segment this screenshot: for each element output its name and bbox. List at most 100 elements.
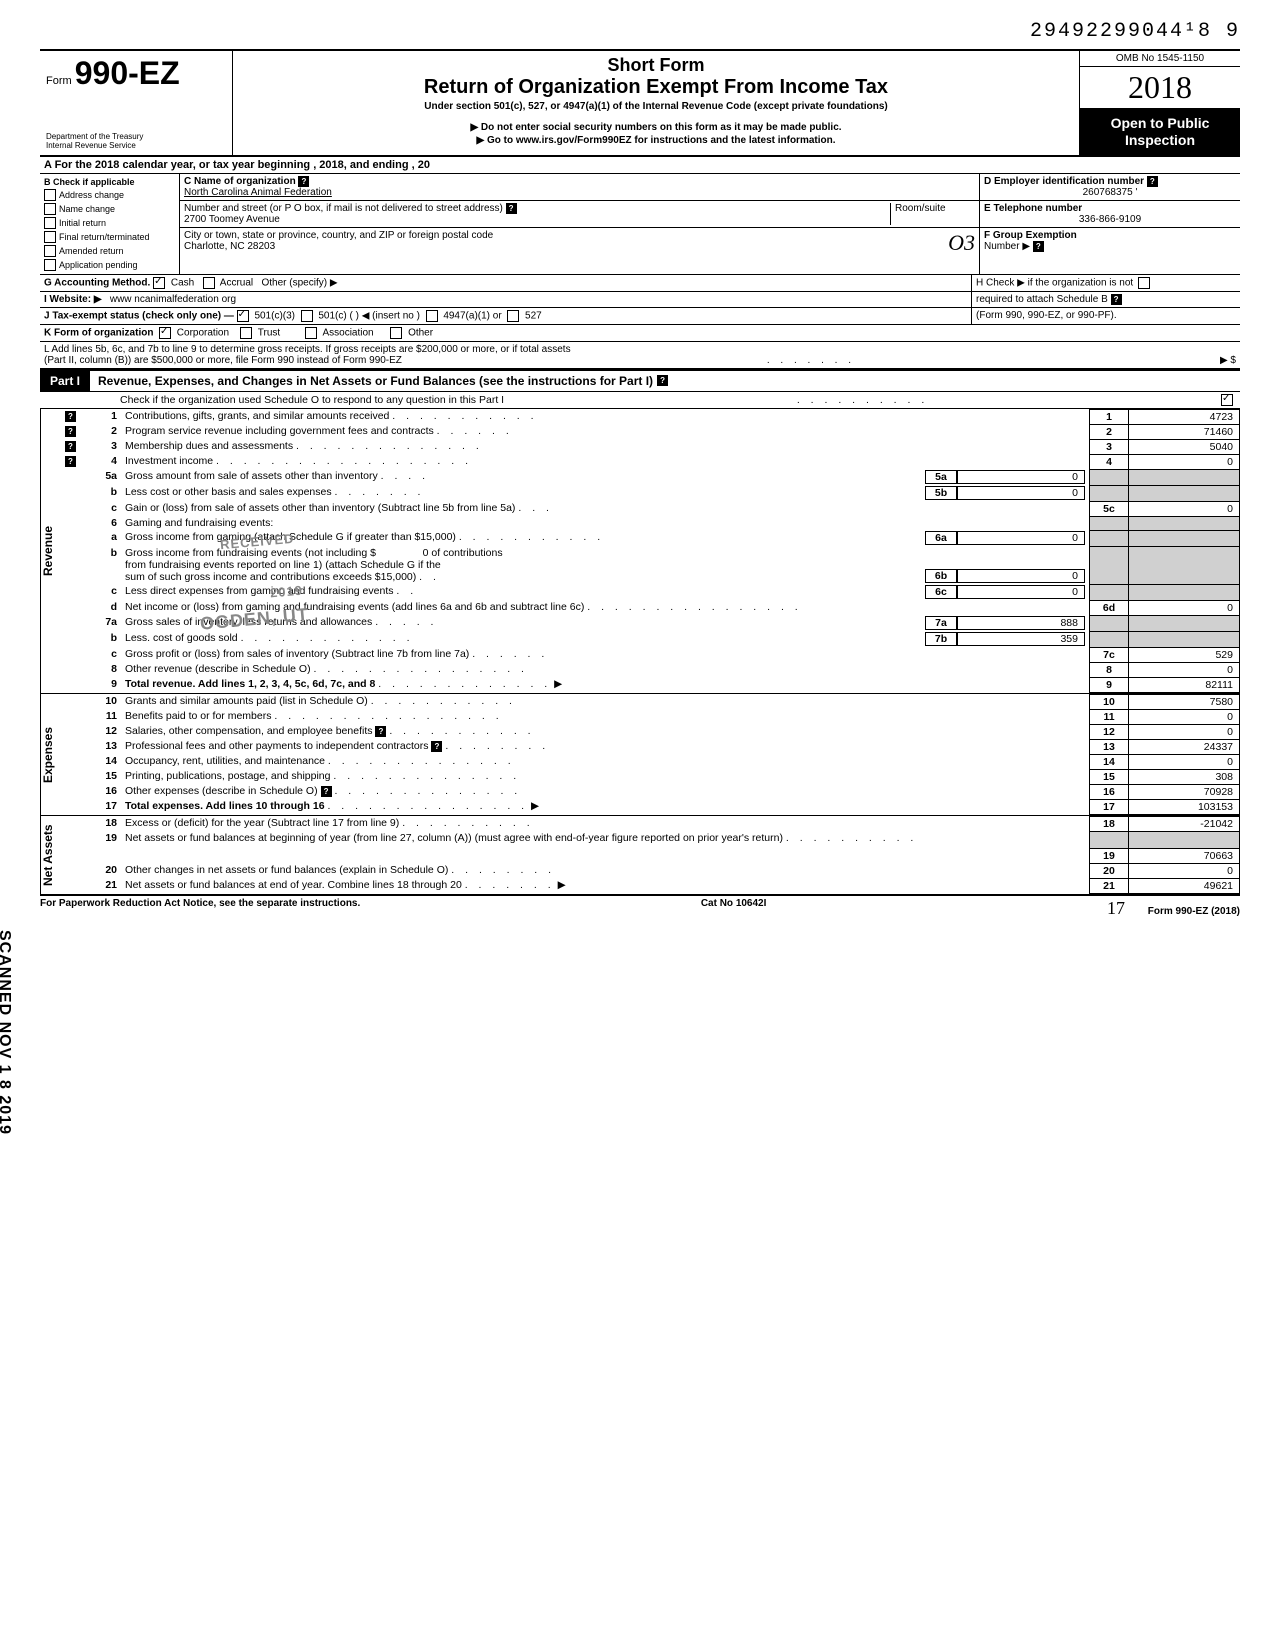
f-label2: Number ▶ bbox=[984, 241, 1030, 252]
line-6c-ibox: 6c bbox=[925, 585, 957, 599]
line-a: A For the 2018 calendar year, or tax yea… bbox=[40, 157, 1240, 174]
g-other: Other (specify) ▶ bbox=[262, 277, 338, 288]
line-7c-num: c bbox=[87, 647, 121, 662]
h-line: H Check ▶ if the organization is not bbox=[976, 277, 1133, 288]
line-2-box: 2 bbox=[1090, 424, 1129, 439]
line-2-text: Program service revenue including govern… bbox=[125, 425, 434, 437]
check-name[interactable] bbox=[44, 203, 56, 215]
check-4947[interactable] bbox=[426, 310, 438, 322]
check-address[interactable] bbox=[44, 189, 56, 201]
line-9-val: 82111 bbox=[1129, 677, 1240, 692]
part1-label: Part I bbox=[40, 371, 90, 391]
line-5c-num: c bbox=[87, 501, 121, 516]
line-21-num: 21 bbox=[87, 878, 121, 893]
line-8-val: 0 bbox=[1129, 662, 1240, 677]
phone-value: 336-866-9109 bbox=[984, 214, 1236, 225]
help-icon[interactable]: ? bbox=[1111, 294, 1122, 305]
addr-label: Number and street (or P O box, if mail i… bbox=[184, 203, 503, 214]
check-501c[interactable] bbox=[301, 310, 313, 322]
line-19-num: 19 bbox=[87, 831, 121, 848]
omb-number: OMB No 1545-1150 bbox=[1080, 51, 1240, 67]
check-other[interactable] bbox=[390, 327, 402, 339]
line-18-val: -21042 bbox=[1129, 816, 1240, 831]
g-accrual: Accrual bbox=[220, 277, 253, 288]
help-icon[interactable]: ? bbox=[65, 426, 76, 437]
room-suite-label: Room/suite bbox=[890, 203, 975, 225]
k-label: K Form of organization bbox=[44, 327, 153, 338]
help-icon[interactable]: ? bbox=[65, 441, 76, 452]
help-icon[interactable]: ? bbox=[1033, 241, 1044, 252]
help-icon[interactable]: ? bbox=[375, 726, 386, 737]
line-6-text: Gaming and fundraising events: bbox=[121, 516, 1090, 530]
help-icon[interactable]: ? bbox=[431, 741, 442, 752]
check-cash[interactable] bbox=[153, 277, 165, 289]
j-501c: 501(c) ( ) ◀ (insert no ) bbox=[318, 310, 420, 321]
help-icon[interactable]: ? bbox=[65, 456, 76, 467]
line-21-text: Net assets or fund balances at end of ye… bbox=[125, 879, 462, 891]
e-label: E Telephone number bbox=[984, 203, 1082, 214]
website-value: www ncanimalfederation org bbox=[110, 294, 236, 305]
line-4-num: 4 bbox=[87, 454, 121, 469]
k-trust: Trust bbox=[258, 327, 280, 338]
form-number: 990-EZ bbox=[75, 55, 180, 91]
help-icon[interactable]: ? bbox=[1147, 176, 1158, 187]
help-icon[interactable]: ? bbox=[298, 176, 309, 187]
line-16-num: 16 bbox=[87, 784, 121, 799]
h-line2: required to attach Schedule B bbox=[976, 294, 1108, 305]
j-501c3: 501(c)(3) bbox=[254, 310, 295, 321]
line-9-text: Total revenue. Add lines 1, 2, 3, 4, 5c,… bbox=[125, 678, 375, 690]
line-5a-num: 5a bbox=[87, 469, 121, 485]
check-corp[interactable] bbox=[159, 327, 171, 339]
line-5c-box: 5c bbox=[1090, 501, 1129, 516]
line-6b-num: b bbox=[87, 546, 121, 584]
short-form-label: Short Form bbox=[241, 55, 1071, 76]
b-opt-4: Amended return bbox=[59, 246, 124, 256]
check-amended[interactable] bbox=[44, 245, 56, 257]
j-4947: 4947(a)(1) or bbox=[443, 310, 501, 321]
line-2-num: 2 bbox=[87, 424, 121, 439]
check-schedule-o[interactable] bbox=[1221, 394, 1233, 406]
check-h[interactable] bbox=[1138, 277, 1150, 289]
line-5a-ibox: 5a bbox=[925, 470, 957, 484]
line-16-text: Other expenses (describe in Schedule O) bbox=[125, 785, 318, 797]
line-11-text: Benefits paid to or for members bbox=[125, 710, 271, 722]
line-5b-ival: 0 bbox=[957, 486, 1085, 500]
line-13-val: 24337 bbox=[1129, 739, 1240, 754]
check-527[interactable] bbox=[507, 310, 519, 322]
line-3-text: Membership dues and assessments bbox=[125, 440, 293, 452]
line-15-val: 308 bbox=[1129, 769, 1240, 784]
check-501c3[interactable] bbox=[237, 310, 249, 322]
line-15-text: Printing, publications, postage, and shi… bbox=[125, 770, 330, 782]
help-icon[interactable]: ? bbox=[321, 786, 332, 797]
line-4-val: 0 bbox=[1129, 454, 1240, 469]
line-1-num: 1 bbox=[87, 409, 121, 424]
dept-irs: Internal Revenue Service bbox=[46, 142, 226, 151]
line-4-text: Investment income bbox=[125, 455, 213, 467]
line-10-val: 7580 bbox=[1129, 694, 1240, 709]
help-icon[interactable]: ? bbox=[657, 375, 668, 386]
line-10-box: 10 bbox=[1090, 694, 1129, 709]
line-5a-text: Gross amount from sale of assets other t… bbox=[125, 470, 378, 482]
line-18-box: 18 bbox=[1090, 816, 1129, 831]
g-cash: Cash bbox=[171, 277, 194, 288]
line-7a-ibox: 7a bbox=[925, 616, 957, 630]
help-icon[interactable]: ? bbox=[65, 411, 76, 422]
line-8-num: 8 bbox=[87, 662, 121, 677]
line-14-val: 0 bbox=[1129, 754, 1240, 769]
line-20-num: 20 bbox=[87, 863, 121, 878]
check-assoc[interactable] bbox=[305, 327, 317, 339]
revenue-side-label: Revenue bbox=[40, 409, 61, 693]
check-trust[interactable] bbox=[240, 327, 252, 339]
line-7c-val: 529 bbox=[1129, 647, 1240, 662]
check-accrual[interactable] bbox=[203, 277, 215, 289]
check-initial[interactable] bbox=[44, 217, 56, 229]
check-final[interactable] bbox=[44, 231, 56, 243]
help-icon[interactable]: ? bbox=[506, 203, 517, 214]
check-pending[interactable] bbox=[44, 259, 56, 271]
line-4-box: 4 bbox=[1090, 454, 1129, 469]
line-13-num: 13 bbox=[87, 739, 121, 754]
line-3-val: 5040 bbox=[1129, 439, 1240, 454]
line-6a-num: a bbox=[87, 530, 121, 546]
line-7c-box: 7c bbox=[1090, 647, 1129, 662]
b-opt-2: Initial return bbox=[59, 218, 106, 228]
